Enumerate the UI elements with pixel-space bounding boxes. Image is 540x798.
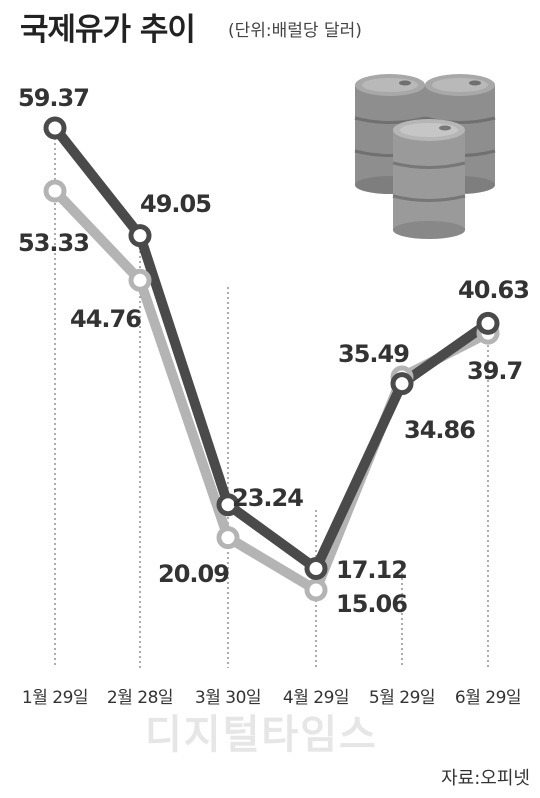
series-1-data-label: 49.05 <box>140 190 211 218</box>
series-1-point <box>476 311 500 335</box>
series-1-point <box>43 116 67 140</box>
series-1-data-label: 23.24 <box>232 484 303 512</box>
series-2-data-label: 35.49 <box>338 340 409 368</box>
unit-label: (단위:배럴당 달러) <box>228 21 362 41</box>
x-tick-label: 6월 29일 <box>455 688 521 708</box>
x-tick-label: 4월 29일 <box>283 688 349 708</box>
chart-title: 국제유가 추이 <box>20 12 195 48</box>
oil-barrels-icon <box>354 74 496 239</box>
series-1-data-label: 40.63 <box>458 276 529 304</box>
source-label: 자료:오피넷 <box>441 768 530 789</box>
series-1-point <box>128 224 152 248</box>
watermark: 디지털타임스 <box>145 712 378 758</box>
series-1-data-label: 34.86 <box>404 416 475 444</box>
series-1-point <box>304 557 328 580</box>
series-2-point <box>43 179 67 203</box>
series-1-point <box>216 493 240 517</box>
x-tick-label: 2월 28일 <box>107 688 173 708</box>
series-2-point <box>304 578 328 602</box>
series-2-point <box>128 268 152 292</box>
series-1-point <box>390 372 414 396</box>
series-2-data-label: 15.06 <box>336 590 407 618</box>
series-1-data-label: 17.12 <box>336 556 407 584</box>
series-1-data-label: 59.37 <box>18 84 89 112</box>
x-tick-label: 1월 29일 <box>22 688 88 708</box>
x-tick-label: 5월 29일 <box>369 688 435 708</box>
series-2-data-label: 39.7 <box>467 357 522 385</box>
series-2-point <box>216 526 240 550</box>
series-2-data-label: 44.76 <box>70 305 141 333</box>
series-2-data-label: 20.09 <box>158 560 229 588</box>
x-tick-label: 3월 30일 <box>195 688 261 708</box>
series-2-data-label: 53.33 <box>18 229 89 257</box>
series-line-1 <box>50 123 493 574</box>
